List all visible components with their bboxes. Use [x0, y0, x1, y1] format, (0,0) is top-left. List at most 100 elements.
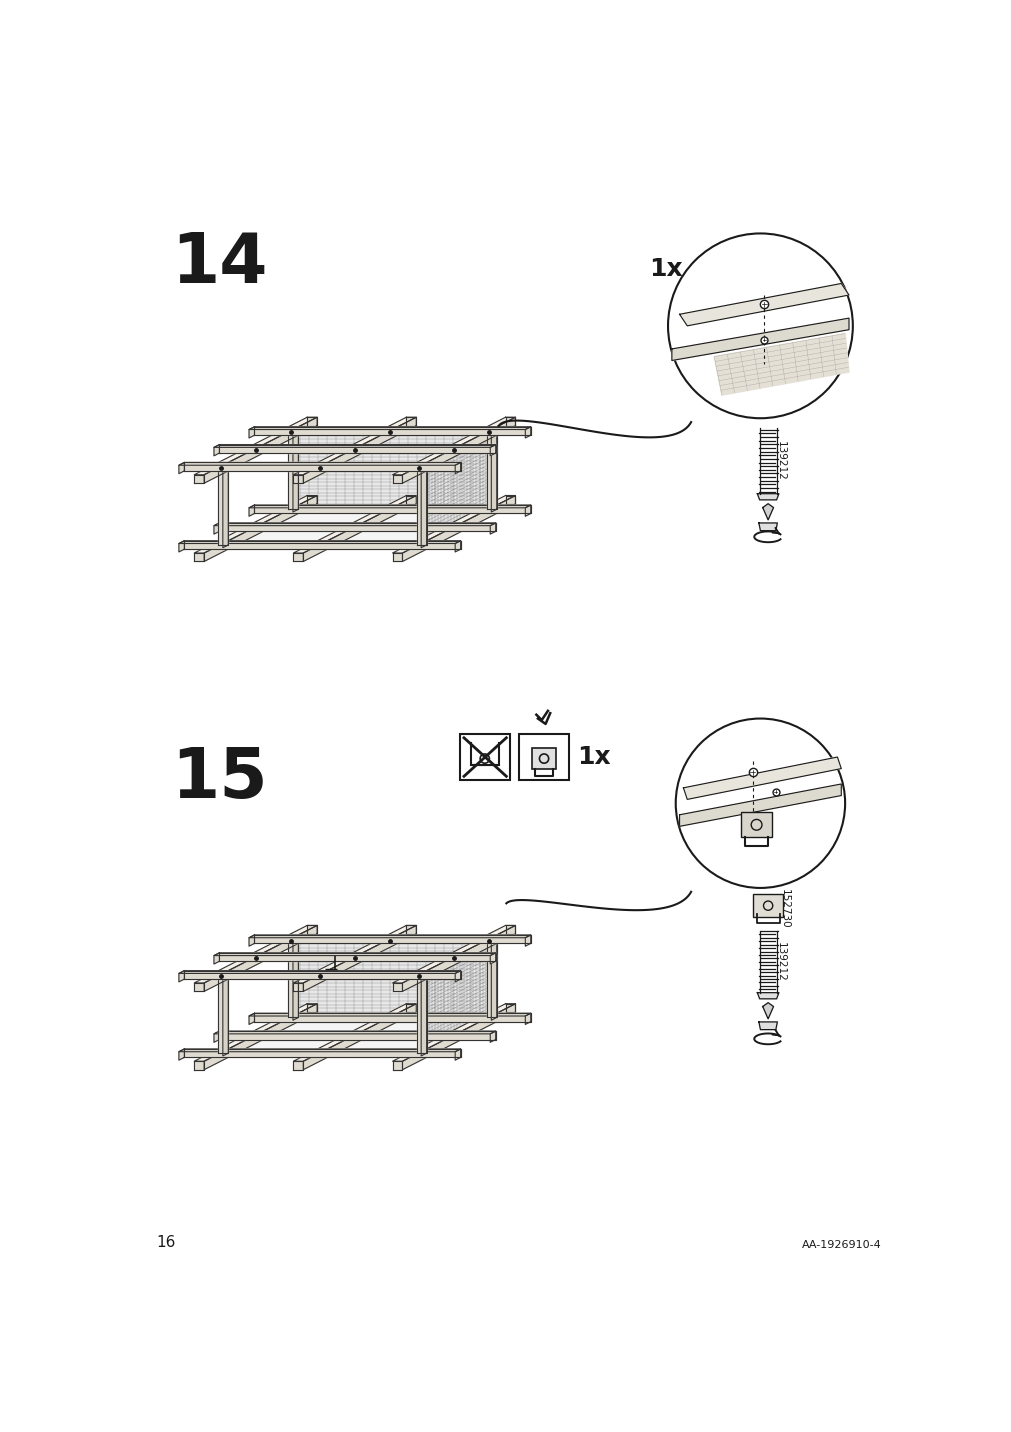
- Text: 16: 16: [156, 1234, 175, 1250]
- Polygon shape: [490, 939, 496, 1020]
- Polygon shape: [489, 952, 495, 964]
- Polygon shape: [249, 427, 254, 438]
- Polygon shape: [290, 432, 488, 511]
- Polygon shape: [184, 541, 460, 548]
- Polygon shape: [179, 971, 184, 982]
- Polygon shape: [218, 467, 228, 546]
- Polygon shape: [219, 523, 495, 531]
- Text: 152730: 152730: [779, 889, 790, 928]
- Polygon shape: [213, 1031, 219, 1042]
- Polygon shape: [762, 1002, 772, 1018]
- Polygon shape: [682, 758, 840, 799]
- Polygon shape: [179, 541, 184, 551]
- Polygon shape: [290, 941, 488, 1018]
- Polygon shape: [303, 1004, 416, 1070]
- Polygon shape: [402, 495, 515, 561]
- Polygon shape: [254, 427, 530, 435]
- Polygon shape: [421, 975, 427, 1055]
- Polygon shape: [455, 463, 460, 474]
- Polygon shape: [179, 1048, 460, 1051]
- Polygon shape: [213, 952, 495, 955]
- Polygon shape: [392, 553, 402, 561]
- Polygon shape: [714, 334, 848, 395]
- Text: 1x: 1x: [576, 745, 611, 769]
- Polygon shape: [194, 495, 316, 553]
- Polygon shape: [758, 1022, 776, 1030]
- Polygon shape: [402, 1004, 515, 1070]
- Polygon shape: [506, 925, 515, 934]
- Polygon shape: [489, 1031, 495, 1042]
- Polygon shape: [194, 1061, 204, 1070]
- Circle shape: [667, 233, 852, 418]
- Polygon shape: [303, 495, 416, 561]
- Polygon shape: [419, 941, 488, 1054]
- Polygon shape: [421, 467, 427, 547]
- Polygon shape: [179, 463, 460, 465]
- Polygon shape: [293, 925, 416, 982]
- Polygon shape: [392, 1004, 515, 1061]
- Text: 1x: 1x: [648, 256, 681, 281]
- Polygon shape: [392, 1061, 402, 1070]
- Polygon shape: [293, 495, 416, 553]
- Polygon shape: [288, 939, 298, 1018]
- Polygon shape: [204, 495, 316, 561]
- Polygon shape: [486, 939, 496, 1018]
- Polygon shape: [220, 1018, 488, 1054]
- Polygon shape: [213, 523, 495, 526]
- Polygon shape: [254, 935, 530, 944]
- Polygon shape: [489, 523, 495, 534]
- Polygon shape: [194, 417, 316, 475]
- Polygon shape: [392, 982, 402, 991]
- Polygon shape: [525, 935, 530, 947]
- Text: 15: 15: [171, 746, 268, 812]
- Polygon shape: [194, 982, 204, 991]
- Polygon shape: [455, 1048, 460, 1060]
- Polygon shape: [406, 417, 416, 425]
- Polygon shape: [213, 444, 219, 455]
- Polygon shape: [525, 505, 530, 517]
- Polygon shape: [249, 427, 530, 430]
- Text: AA-1926910-4: AA-1926910-4: [801, 1240, 881, 1250]
- Polygon shape: [417, 975, 427, 1053]
- Polygon shape: [254, 505, 530, 514]
- Polygon shape: [249, 505, 254, 517]
- Bar: [740, 812, 771, 838]
- Polygon shape: [307, 1004, 316, 1012]
- Polygon shape: [303, 925, 416, 991]
- Polygon shape: [392, 475, 402, 483]
- Polygon shape: [222, 467, 228, 547]
- Polygon shape: [293, 475, 303, 483]
- Polygon shape: [758, 523, 776, 531]
- Polygon shape: [288, 431, 298, 510]
- Polygon shape: [392, 925, 515, 982]
- Polygon shape: [293, 1004, 416, 1061]
- Polygon shape: [292, 939, 298, 1020]
- Polygon shape: [679, 783, 840, 826]
- Polygon shape: [486, 431, 496, 510]
- Polygon shape: [455, 971, 460, 982]
- Polygon shape: [179, 463, 184, 474]
- Polygon shape: [506, 495, 515, 504]
- Polygon shape: [204, 1004, 316, 1070]
- Text: 139212: 139212: [774, 942, 785, 982]
- Polygon shape: [213, 523, 219, 534]
- Polygon shape: [213, 444, 495, 447]
- Polygon shape: [293, 417, 416, 475]
- Polygon shape: [756, 494, 778, 500]
- Bar: [460, 735, 510, 780]
- Polygon shape: [419, 432, 488, 547]
- Polygon shape: [402, 417, 515, 483]
- Polygon shape: [679, 284, 848, 326]
- Polygon shape: [194, 553, 204, 561]
- Bar: [753, 894, 782, 918]
- Polygon shape: [222, 975, 228, 1055]
- Polygon shape: [179, 1048, 184, 1060]
- Polygon shape: [194, 1004, 316, 1061]
- Polygon shape: [213, 1031, 495, 1034]
- Polygon shape: [218, 975, 228, 1053]
- Polygon shape: [184, 971, 460, 979]
- Polygon shape: [219, 1031, 495, 1040]
- Polygon shape: [417, 467, 427, 546]
- Polygon shape: [392, 417, 515, 475]
- Polygon shape: [307, 417, 316, 425]
